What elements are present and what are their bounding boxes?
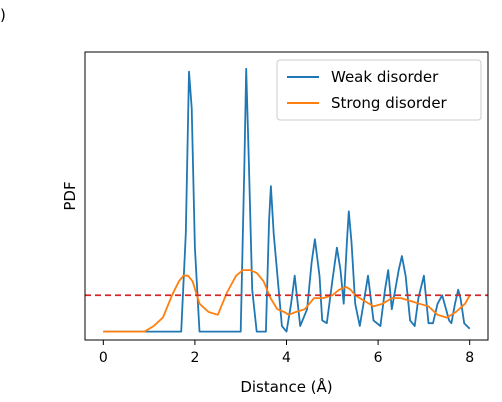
legend: Weak disorder Strong disorder — [276, 59, 482, 121]
x-tick-label: 4 — [282, 350, 291, 366]
x-axis-label: Distance (Å) — [240, 377, 332, 396]
series-layer — [103, 67, 471, 333]
x-tick-label: 0 — [99, 350, 108, 366]
legend-label-strong-disorder: Strong disorder — [331, 94, 448, 112]
x-tick-label: 2 — [190, 350, 199, 366]
series-line-strong-disorder — [103, 269, 471, 333]
panel-label: ) — [0, 6, 6, 24]
legend-box — [276, 59, 482, 121]
y-axis-label: PDF — [61, 181, 79, 210]
x-tick-label: 6 — [374, 350, 383, 366]
series-line-weak-disorder — [103, 67, 471, 333]
x-ticks: 0 2 4 6 8 — [99, 340, 474, 366]
legend-label-weak-disorder: Weak disorder — [331, 68, 439, 86]
x-tick-label: 8 — [465, 350, 474, 366]
